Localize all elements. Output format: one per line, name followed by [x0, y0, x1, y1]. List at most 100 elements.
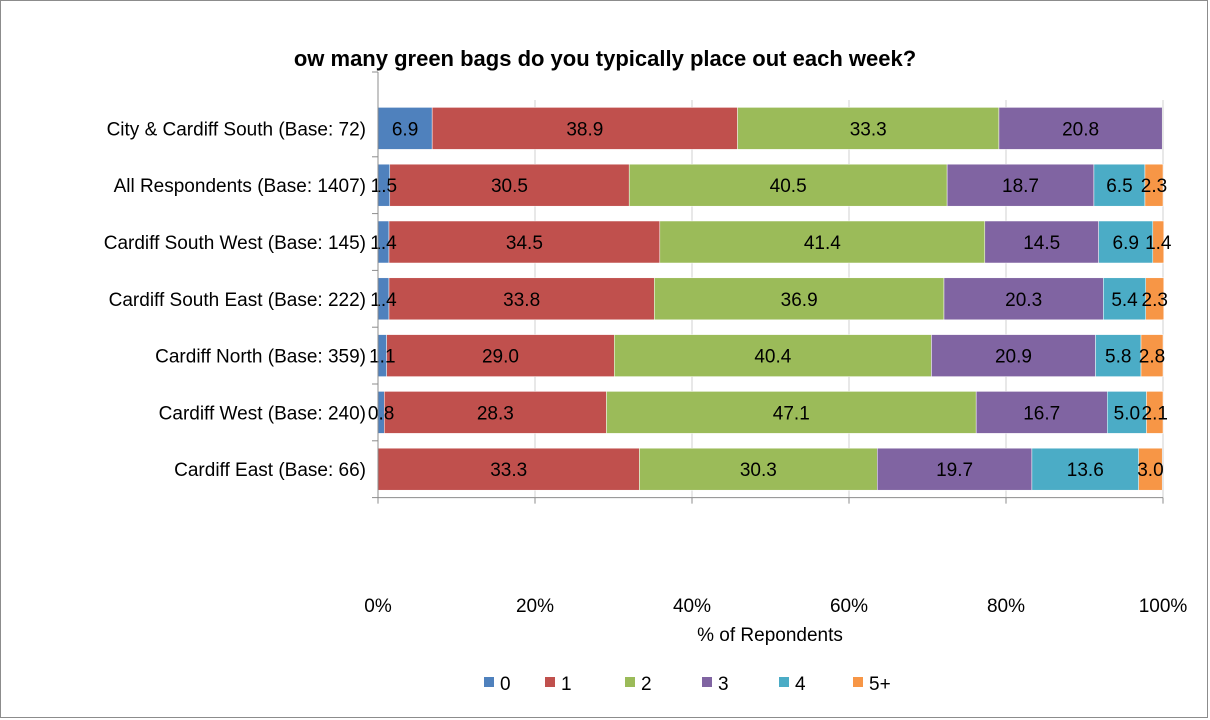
bar-segment: [614, 334, 932, 377]
data-label: 33.8: [503, 290, 540, 311]
bar-segment: [1152, 220, 1165, 264]
bar-segment: [1138, 447, 1163, 491]
bar-segment: [388, 220, 661, 264]
data-label: 41.4: [804, 233, 841, 254]
category-label: Cardiff North (Base: 359): [155, 347, 366, 368]
legend-swatch: [779, 677, 789, 687]
data-label: 20.9: [995, 347, 1032, 368]
data-label: 29.0: [482, 347, 519, 368]
bar-segment: [931, 334, 1096, 377]
bar-segment: [639, 447, 878, 491]
category-label: Cardiff East (Base: 66): [174, 460, 366, 481]
legend-swatch: [625, 677, 635, 687]
data-label: 40.5: [770, 176, 807, 197]
data-label: 20.3: [1005, 290, 1042, 311]
bar-segment: [384, 391, 607, 434]
legend-label: 5+: [869, 674, 891, 695]
category-label: Cardiff West (Base: 240): [159, 403, 366, 424]
legend-label: 4: [795, 674, 806, 695]
data-label: 16.7: [1023, 403, 1060, 424]
bar-segment: [975, 391, 1108, 434]
data-label: 47.1: [773, 403, 810, 424]
x-tick-label: 80%: [987, 596, 1025, 617]
bar-segment: [1031, 447, 1139, 491]
data-label: 18.7: [1002, 176, 1039, 197]
data-label: 6.9: [1113, 233, 1139, 254]
data-label: 1.1: [369, 347, 395, 368]
data-label: 13.6: [1067, 460, 1104, 481]
data-label: 2.1: [1142, 403, 1168, 424]
bar-segment: [998, 107, 1163, 150]
data-label: 1.4: [370, 233, 397, 254]
data-label: 5.8: [1105, 347, 1131, 368]
data-label: 2.3: [1142, 290, 1168, 311]
data-label: 3.0: [1137, 460, 1163, 481]
x-tick-label: 100%: [1139, 596, 1188, 617]
data-label: 30.5: [491, 176, 528, 197]
data-label: 38.9: [566, 119, 603, 140]
legend-label: 2: [641, 674, 652, 695]
data-label: 2.8: [1139, 347, 1165, 368]
bar-segment: [386, 334, 615, 377]
legend-label: 1: [561, 674, 572, 695]
legend-label: 3: [718, 674, 729, 695]
legend-swatch: [702, 677, 712, 687]
bar-segment: [431, 107, 738, 150]
bar-segment: [659, 220, 986, 264]
bar-segment: [1098, 220, 1154, 264]
data-label: 1.5: [371, 176, 397, 197]
data-labels-group: 6.9 38.9 33.3 20.8 1.5 30.5 40.5 18.7 6.5 2.3 1.4 3…: [368, 119, 1172, 481]
category-label: City & Cardiff South (Base: 72): [107, 119, 366, 140]
category-label: Cardiff South East (Base: 222): [109, 290, 366, 311]
bar-segment: [877, 447, 1033, 491]
x-tick-label: 0%: [364, 596, 392, 617]
bar-segment: [1145, 277, 1165, 321]
legend-label: 0: [500, 674, 511, 695]
bar-segment: [606, 391, 977, 434]
data-label: 2.3: [1141, 176, 1167, 197]
data-label: 1.4: [370, 290, 397, 311]
data-label: 5.0: [1114, 403, 1140, 424]
data-label: 6.5: [1106, 176, 1132, 197]
bar-segment: [946, 163, 1095, 207]
bar-segment: [984, 220, 1099, 264]
bar-segment: [654, 277, 945, 321]
data-label: 0.8: [368, 403, 394, 424]
data-label: 19.7: [936, 460, 973, 481]
data-label: 30.3: [740, 460, 777, 481]
bar-segment: [1140, 334, 1164, 377]
category-labels-group: City & Cardiff South (Base: 72) All Respo…: [104, 119, 366, 481]
x-tick-label: 40%: [673, 596, 711, 617]
data-label: 28.3: [477, 403, 514, 424]
bars-group: [377, 107, 1165, 491]
data-label: 40.4: [754, 347, 791, 368]
data-label: 1.4: [1145, 233, 1172, 254]
axes-group: [372, 71, 1164, 504]
legend: 0 1 2 3 4 5+: [484, 674, 891, 695]
category-label: Cardiff South West (Base: 145): [104, 233, 366, 254]
data-label: 36.9: [781, 290, 818, 311]
bar-segment: [1146, 391, 1164, 434]
data-label: 33.3: [850, 119, 887, 140]
data-label: 20.8: [1062, 119, 1099, 140]
data-label: 14.5: [1023, 233, 1060, 254]
bar-segment: [737, 107, 1000, 150]
x-tick-labels-group: 0% 20% 40% 60% 80% 100%: [364, 596, 1187, 617]
legend-swatch: [545, 677, 555, 687]
category-label: All Respondents (Base: 1407): [114, 176, 366, 197]
bar-segment: [943, 277, 1104, 321]
data-label: 5.4: [1111, 290, 1138, 311]
data-label: 34.5: [506, 233, 543, 254]
x-tick-label: 60%: [830, 596, 868, 617]
x-axis-title: % of Repondents: [697, 625, 843, 646]
data-label: 6.9: [392, 119, 418, 140]
legend-swatch: [853, 677, 863, 687]
bar-segment: [628, 163, 948, 207]
legend-swatch: [484, 677, 494, 687]
chart-title: ow many green bags do you typically plac…: [294, 46, 916, 71]
bar-segment: [1144, 163, 1164, 207]
data-label: 33.3: [490, 460, 527, 481]
bar-segment: [389, 163, 630, 207]
x-tick-label: 20%: [516, 596, 554, 617]
